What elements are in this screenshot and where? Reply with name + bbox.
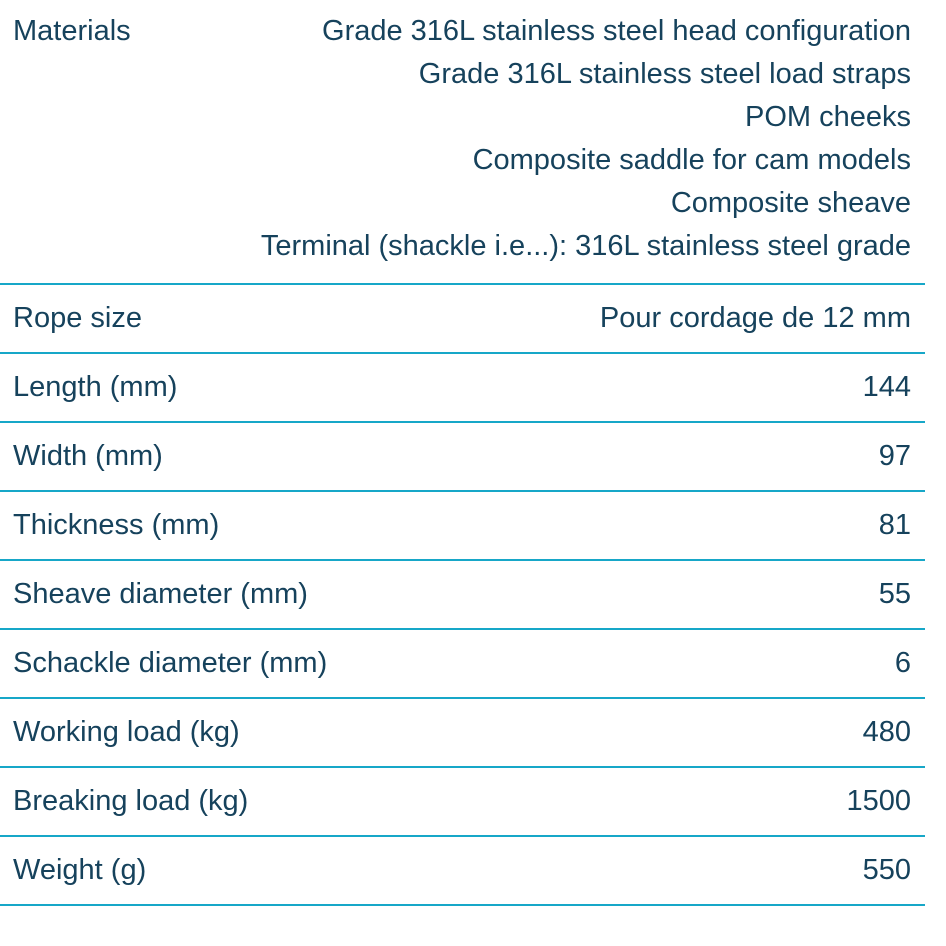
spec-row-rope-size: Rope size Pour cordage de 12 mm bbox=[0, 285, 925, 354]
spec-label-sheave-diameter: Sheave diameter (mm) bbox=[13, 578, 308, 610]
spec-row-working-load: Working load (kg) 480 bbox=[0, 699, 925, 768]
spec-value-length: 144 bbox=[862, 371, 911, 403]
spec-label-schackle-diameter: Schackle diameter (mm) bbox=[13, 647, 328, 679]
spec-label-working-load: Working load (kg) bbox=[13, 716, 240, 748]
spec-value-weight: 550 bbox=[862, 854, 911, 886]
specifications-table: Materials Grade 316L stainless steel hea… bbox=[0, 0, 925, 906]
materials-line: Composite sheave bbox=[670, 187, 911, 219]
spec-row-materials: Materials Grade 316L stainless steel hea… bbox=[0, 0, 925, 285]
spec-label-thickness: Thickness (mm) bbox=[13, 509, 220, 541]
materials-line: Grade 316L stainless steel head configur… bbox=[322, 15, 911, 47]
materials-line: Grade 316L stainless steel load straps bbox=[418, 58, 911, 90]
spec-row-width: Width (mm) 97 bbox=[0, 423, 925, 492]
spec-value-breaking-load: 1500 bbox=[846, 785, 911, 817]
spec-row-thickness: Thickness (mm) 81 bbox=[0, 492, 925, 561]
spec-row-weight: Weight (g) 550 bbox=[0, 837, 925, 906]
materials-line: Composite saddle for cam models bbox=[472, 144, 911, 176]
spec-value-sheave-diameter: 55 bbox=[878, 578, 911, 610]
spec-value-working-load: 480 bbox=[862, 716, 911, 748]
spec-value-materials: Grade 316L stainless steel head configur… bbox=[131, 10, 911, 268]
spec-row-sheave-diameter: Sheave diameter (mm) 55 bbox=[0, 561, 925, 630]
spec-row-length: Length (mm) 144 bbox=[0, 354, 925, 423]
spec-label-width: Width (mm) bbox=[13, 440, 163, 472]
materials-line: POM cheeks bbox=[745, 101, 911, 133]
spec-label-materials: Materials bbox=[13, 15, 131, 47]
spec-value-rope-size: Pour cordage de 12 mm bbox=[599, 302, 911, 334]
spec-value-schackle-diameter: 6 bbox=[894, 647, 911, 679]
spec-value-thickness: 81 bbox=[878, 509, 911, 541]
spec-value-width: 97 bbox=[878, 440, 911, 472]
spec-label-weight: Weight (g) bbox=[13, 854, 147, 886]
spec-label-breaking-load: Breaking load (kg) bbox=[13, 785, 249, 817]
spec-row-schackle-diameter: Schackle diameter (mm) 6 bbox=[0, 630, 925, 699]
spec-label-rope-size: Rope size bbox=[13, 302, 142, 334]
spec-label-length: Length (mm) bbox=[13, 371, 178, 403]
materials-line: Terminal (shackle i.e...): 316L stainles… bbox=[260, 230, 911, 262]
spec-row-breaking-load: Breaking load (kg) 1500 bbox=[0, 768, 925, 837]
